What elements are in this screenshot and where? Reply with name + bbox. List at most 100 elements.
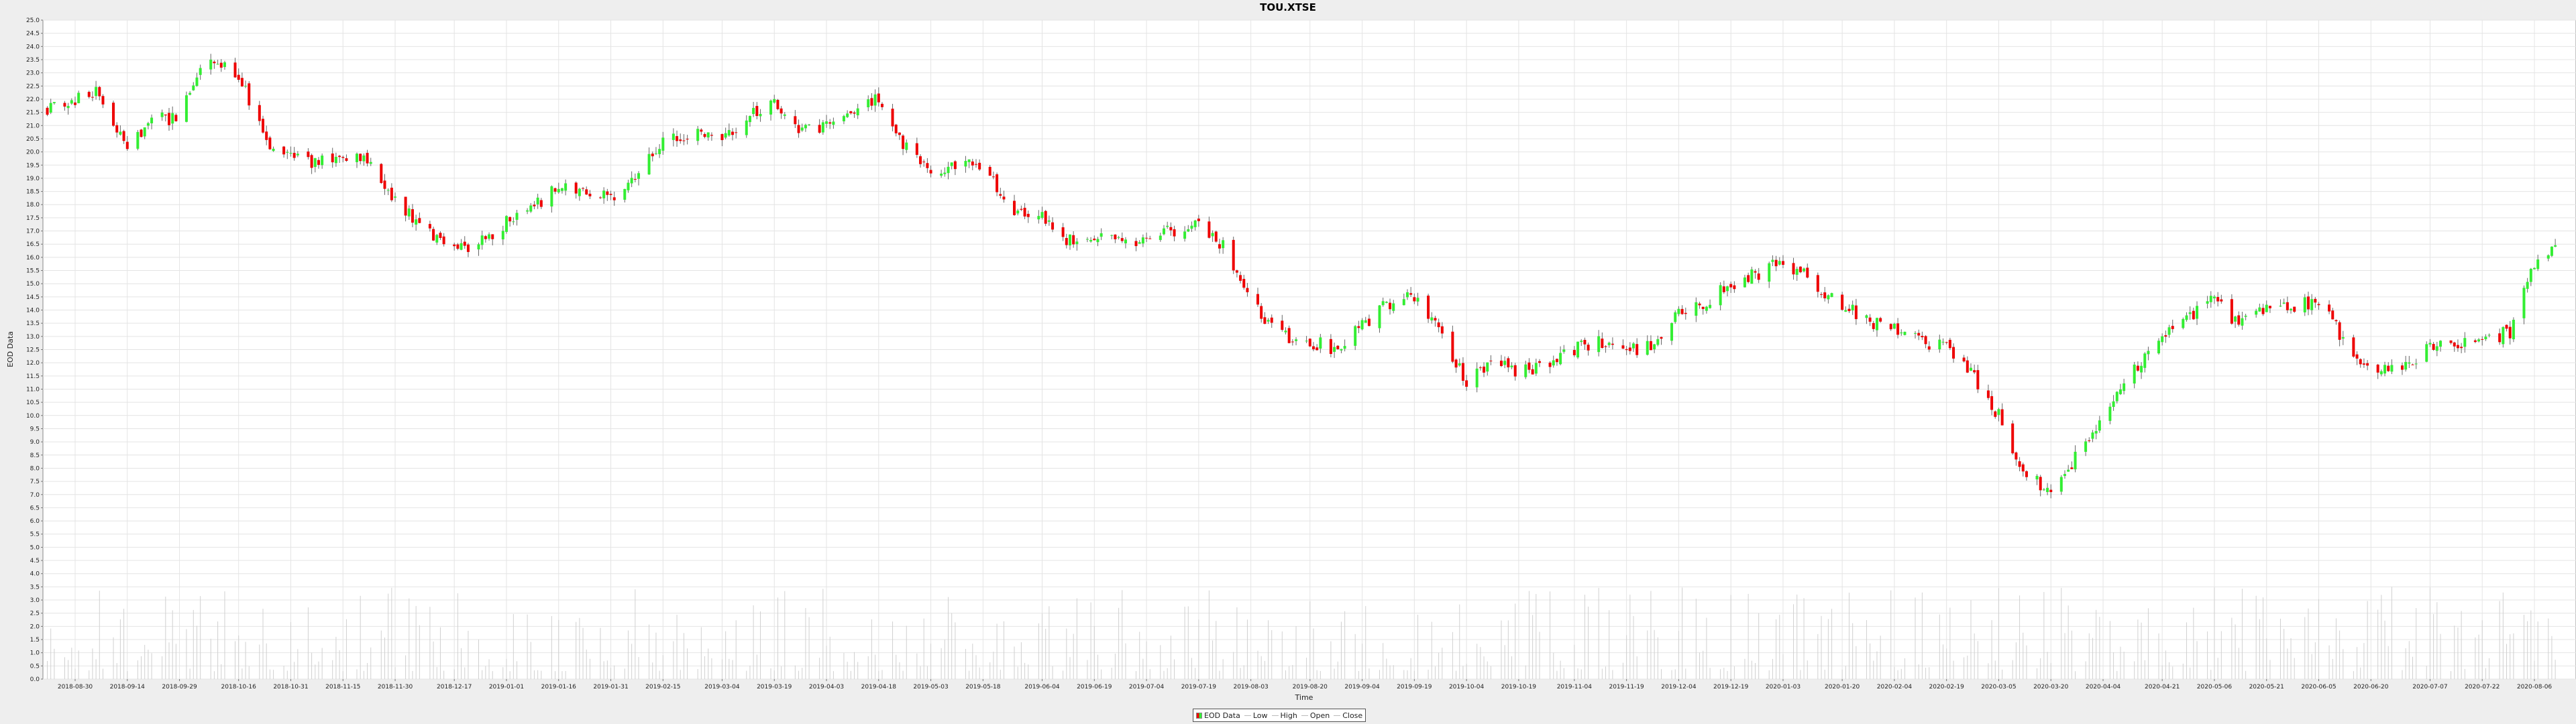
candle-up (1340, 349, 1343, 351)
legend-item-high: High (1271, 711, 1297, 720)
x-tick-label: 2019-12-19 (1713, 684, 1749, 690)
candle-up (623, 188, 627, 200)
candle-down (2366, 363, 2369, 366)
candle-up (2463, 338, 2467, 347)
candle-down (991, 176, 995, 178)
legend-label-high: High (1280, 711, 1297, 720)
candle-down (1287, 328, 1291, 343)
candle-up (2477, 339, 2481, 342)
y-tick-label: 21.5 (26, 110, 40, 117)
candle-up (2118, 389, 2122, 394)
candle-up (550, 186, 553, 206)
candle-down (1781, 261, 1784, 265)
candle-down (2015, 452, 2018, 460)
x-tick-label: 2019-07-04 (1129, 684, 1165, 690)
candle-down (1513, 365, 1517, 377)
candle-up (460, 243, 463, 250)
candle-up (661, 137, 665, 151)
candle-up (1914, 333, 1917, 334)
candle-up (637, 173, 641, 179)
candle-down (2362, 363, 2365, 365)
candle-down (682, 140, 686, 141)
candle-down (1879, 318, 1882, 322)
candle-up (2046, 487, 2049, 493)
candle-down (1868, 317, 1872, 322)
candle-down (2453, 342, 2456, 347)
candle-down (2314, 298, 2317, 303)
candle-up (1632, 343, 1635, 349)
candle-up (2115, 391, 2118, 402)
y-tick-label: 11.5 (26, 373, 40, 380)
candle-down (1291, 341, 1294, 343)
y-tick-label: 9.5 (30, 426, 40, 432)
y-tick-label: 5.0 (30, 544, 40, 551)
y-tick-label: 8.5 (30, 452, 40, 459)
y-tick-label: 18.5 (26, 189, 40, 196)
candle-up (435, 235, 439, 243)
candle-up (2059, 477, 2063, 492)
candle-up (1656, 339, 1660, 345)
candle-up (557, 188, 560, 192)
candle-down (1023, 207, 1026, 217)
candle-down (1774, 259, 1778, 267)
candle-down (1242, 279, 1246, 288)
candle-up (1941, 341, 1945, 343)
candle-up (1865, 315, 1868, 318)
x-tick-label: 2019-02-15 (645, 684, 680, 690)
candle-down (233, 62, 237, 78)
candle-up (199, 68, 202, 75)
candle-down (1409, 293, 1413, 295)
legend-label-eod: EOD Data (1204, 711, 1240, 720)
candle-down (794, 116, 797, 125)
candle-up (1319, 337, 1322, 349)
candle-down (1701, 306, 1705, 309)
candle-down (651, 154, 654, 157)
candle-down (1854, 305, 1858, 320)
candle-down (491, 234, 494, 239)
candle-up (2188, 312, 2192, 314)
candle-up (1068, 234, 1071, 246)
candle-down (1733, 285, 1736, 290)
x-tick-label: 2019-04-03 (809, 684, 844, 690)
candle-up (1364, 320, 1367, 323)
candle-up (2147, 351, 2150, 355)
candle-down (1440, 326, 1444, 334)
candle-up (2502, 326, 2505, 345)
candle-up (536, 197, 539, 204)
candle-down (1051, 222, 1055, 230)
candle-down (1256, 294, 1259, 305)
x-tick-label: 2018-09-14 (110, 684, 146, 690)
candle-up (2123, 383, 2126, 391)
candle-up (1089, 239, 1093, 242)
x-tick-label: 2018-10-31 (273, 684, 308, 690)
candle-up (223, 62, 226, 67)
candle-up (564, 183, 568, 191)
candle-down (2505, 324, 2508, 329)
candle-up (1343, 346, 1346, 349)
candle-up (950, 162, 953, 166)
candle-down (2387, 365, 2390, 371)
candle-down (292, 153, 296, 158)
candle-down (755, 106, 759, 117)
candle-up (578, 188, 581, 196)
candle-up (2408, 362, 2411, 364)
y-tick-label: 2.5 (30, 611, 40, 617)
candle-down (125, 141, 129, 149)
candle-down (1924, 336, 1927, 345)
candle-up (2550, 246, 2553, 256)
y-tick-label: 14.0 (26, 308, 40, 314)
candle-up (171, 113, 174, 124)
candle-up (1475, 368, 1479, 387)
x-tick-label: 2020-02-19 (1929, 684, 1965, 690)
candle-up (752, 108, 755, 115)
candle-down (1239, 275, 1242, 281)
chart-title: TOU.XTSE (1260, 1, 1316, 13)
candle-down (484, 236, 487, 239)
candle-up (1099, 233, 1103, 237)
legend-item-close: Close (1334, 711, 1362, 720)
candle-up (1193, 220, 1197, 227)
candle-down (633, 179, 637, 180)
y-tick-label: 23.5 (26, 57, 40, 64)
candle-down (1555, 359, 1558, 363)
candle-up (70, 100, 73, 104)
